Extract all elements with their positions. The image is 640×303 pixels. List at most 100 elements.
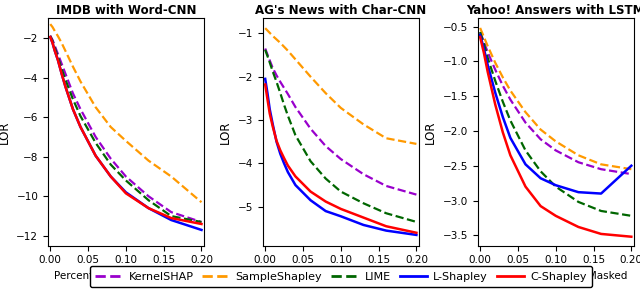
LIME bbox=[269, 70, 276, 73]
L-Shapley bbox=[476, 33, 484, 37]
SampleShapley bbox=[537, 128, 545, 132]
SampleShapley bbox=[145, 159, 152, 162]
LIME bbox=[597, 209, 605, 213]
LIME bbox=[145, 198, 152, 202]
C-Shapley bbox=[51, 49, 59, 53]
LIME bbox=[337, 190, 345, 193]
X-axis label: Percent of Features Masked: Percent of Features Masked bbox=[484, 271, 627, 281]
SampleShapley bbox=[122, 139, 130, 143]
L-Shapley bbox=[480, 47, 488, 51]
Y-axis label: LOR: LOR bbox=[0, 120, 11, 144]
KernelSHAP bbox=[575, 160, 582, 164]
Line: L-Shapley: L-Shapley bbox=[480, 35, 631, 194]
SampleShapley bbox=[506, 89, 514, 92]
L-Shapley bbox=[69, 107, 77, 111]
Y-axis label: LOR: LOR bbox=[424, 120, 437, 144]
Legend: KernelSHAP, SampleShapley, LIME, L-Shapley, C-Shapley: KernelSHAP, SampleShapley, LIME, L-Shapl… bbox=[90, 266, 592, 287]
C-Shapley bbox=[92, 154, 99, 158]
KernelSHAP bbox=[382, 184, 390, 188]
C-Shapley bbox=[575, 225, 582, 229]
C-Shapley bbox=[537, 204, 545, 208]
C-Shapley bbox=[77, 125, 84, 129]
L-Shapley bbox=[51, 49, 59, 53]
L-Shapley bbox=[307, 198, 314, 202]
LIME bbox=[265, 58, 273, 62]
SampleShapley bbox=[198, 200, 205, 204]
KernelSHAP bbox=[168, 210, 175, 214]
KernelSHAP bbox=[499, 84, 507, 88]
LIME bbox=[484, 56, 492, 60]
C-Shapley bbox=[382, 225, 390, 228]
SampleShapley bbox=[61, 49, 69, 53]
SampleShapley bbox=[552, 140, 559, 143]
C-Shapley bbox=[168, 216, 175, 220]
Line: C-Shapley: C-Shapley bbox=[51, 37, 202, 224]
L-Shapley bbox=[122, 191, 130, 194]
L-Shapley bbox=[506, 136, 514, 140]
LIME bbox=[49, 39, 56, 43]
LIME bbox=[537, 169, 545, 173]
C-Shapley bbox=[484, 70, 492, 74]
KernelSHAP bbox=[261, 47, 269, 50]
L-Shapley bbox=[575, 190, 582, 194]
C-Shapley bbox=[522, 185, 529, 188]
KernelSHAP bbox=[484, 51, 492, 54]
LIME bbox=[413, 220, 420, 224]
LIME bbox=[382, 211, 390, 215]
C-Shapley bbox=[322, 200, 330, 203]
LIME bbox=[198, 220, 205, 224]
C-Shapley bbox=[122, 191, 130, 195]
KernelSHAP bbox=[360, 172, 367, 176]
SampleShapley bbox=[627, 167, 635, 171]
C-Shapley bbox=[499, 131, 507, 134]
LIME bbox=[168, 214, 175, 218]
LIME bbox=[522, 148, 529, 152]
Line: LIME: LIME bbox=[51, 36, 202, 222]
Line: SampleShapley: SampleShapley bbox=[480, 28, 631, 169]
KernelSHAP bbox=[54, 52, 61, 56]
L-Shapley bbox=[552, 183, 559, 187]
L-Shapley bbox=[92, 154, 99, 158]
C-Shapley bbox=[552, 214, 559, 218]
C-Shapley bbox=[269, 125, 276, 128]
KernelSHAP bbox=[413, 193, 420, 196]
C-Shapley bbox=[107, 175, 115, 178]
SampleShapley bbox=[522, 110, 529, 114]
LIME bbox=[499, 100, 507, 104]
SampleShapley bbox=[382, 136, 390, 140]
L-Shapley bbox=[77, 125, 84, 129]
LIME bbox=[122, 179, 130, 182]
C-Shapley bbox=[292, 175, 300, 178]
L-Shapley bbox=[537, 176, 545, 180]
L-Shapley bbox=[322, 209, 330, 213]
L-Shapley bbox=[413, 233, 420, 237]
LIME bbox=[51, 46, 59, 50]
SampleShapley bbox=[54, 34, 61, 38]
L-Shapley bbox=[198, 228, 205, 232]
LIME bbox=[307, 159, 314, 163]
C-Shapley bbox=[264, 98, 271, 101]
SampleShapley bbox=[92, 105, 99, 109]
SampleShapley bbox=[273, 38, 280, 41]
SampleShapley bbox=[575, 153, 582, 157]
KernelSHAP bbox=[92, 135, 99, 139]
SampleShapley bbox=[360, 123, 367, 126]
C-Shapley bbox=[280, 156, 288, 160]
KernelSHAP bbox=[77, 107, 84, 111]
Line: KernelSHAP: KernelSHAP bbox=[51, 36, 202, 222]
LIME bbox=[280, 103, 288, 107]
L-Shapley bbox=[292, 183, 300, 187]
SampleShapley bbox=[269, 34, 276, 38]
SampleShapley bbox=[492, 61, 499, 65]
KernelSHAP bbox=[476, 30, 484, 34]
C-Shapley bbox=[337, 207, 345, 211]
SampleShapley bbox=[499, 75, 507, 79]
C-Shapley bbox=[307, 190, 314, 193]
C-Shapley bbox=[597, 232, 605, 236]
L-Shapley bbox=[168, 218, 175, 222]
KernelSHAP bbox=[492, 68, 499, 72]
L-Shapley bbox=[269, 123, 276, 126]
KernelSHAP bbox=[122, 175, 130, 178]
L-Shapley bbox=[54, 58, 61, 62]
KernelSHAP bbox=[198, 220, 205, 224]
